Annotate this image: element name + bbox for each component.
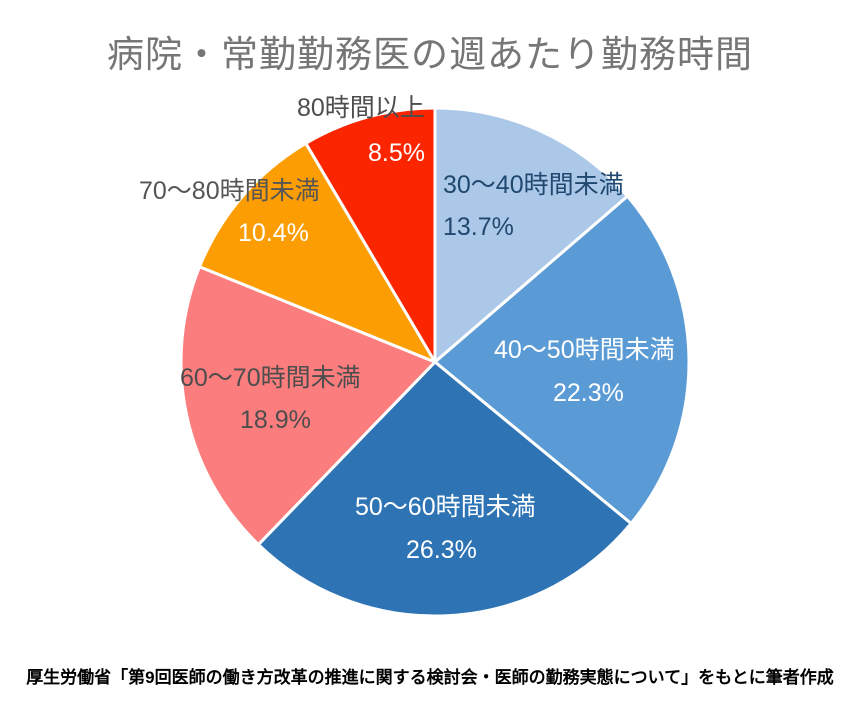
slice-value-40-50: 22.3% — [553, 379, 624, 407]
pie-slice-3 — [256, 360, 633, 618]
slice-value-50-60: 26.3% — [406, 536, 477, 564]
pie-slice-2 — [433, 194, 691, 525]
slice-value-70-80: 10.4% — [238, 219, 309, 247]
slice-label-80-plus: 80時間以上 — [297, 94, 425, 122]
pie-slice-6 — [304, 106, 437, 364]
slice-label-50-60: 50～60時間未満 — [355, 493, 536, 521]
slice-label-30-40: 30～40時間未満 — [443, 171, 624, 199]
source-caption: 厚生労働省「第9回医師の働き方改革の推進に関する検討会・医師の勤務実態について」… — [26, 668, 834, 687]
pie-slice-1 — [433, 106, 629, 364]
slice-value-30-40: 13.7% — [443, 213, 514, 241]
pie-slice-5 — [198, 141, 437, 364]
slice-value-60-70: 18.9% — [240, 406, 311, 434]
slice-label-60-70: 60～70時間未満 — [180, 364, 361, 392]
slice-label-70-80: 70～80時間未満 — [139, 177, 320, 205]
chart-title: 病院・常勤勤務医の週あたり勤務時間 — [107, 34, 753, 75]
pie-slice-4 — [179, 265, 437, 547]
slice-label-40-50: 40～50時間未満 — [494, 336, 675, 364]
slice-value-80-plus: 8.5% — [368, 139, 425, 167]
